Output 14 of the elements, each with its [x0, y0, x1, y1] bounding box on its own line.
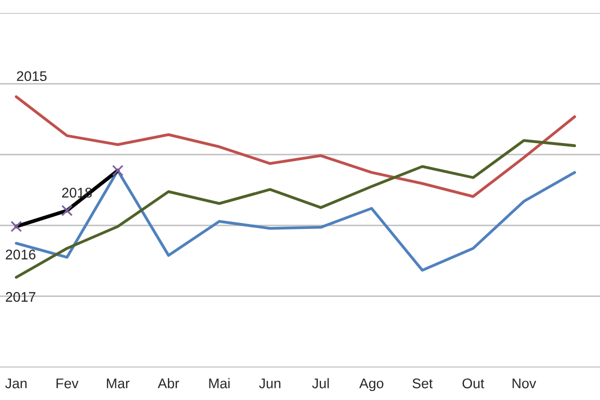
x-tick-label: Jul	[312, 378, 329, 388]
x-tick-label: Mai	[209, 378, 230, 388]
x-tick-label: Jan	[5, 378, 27, 388]
series-label: 2016	[6, 250, 36, 260]
x-tick-label: Nov	[512, 378, 536, 388]
series-label: 2015	[16, 71, 47, 82]
x-tick-label: Out	[462, 378, 484, 388]
x-tick-label: Ago	[359, 378, 384, 392]
x-tick-label: Mar	[106, 378, 130, 388]
series-label: 2017	[6, 292, 36, 302]
x-tick-label: Abr	[158, 378, 180, 388]
x-tick-label: Fev	[56, 378, 79, 388]
x-tick-label: Jun	[259, 378, 280, 388]
x-tick-label: Set	[412, 378, 433, 388]
